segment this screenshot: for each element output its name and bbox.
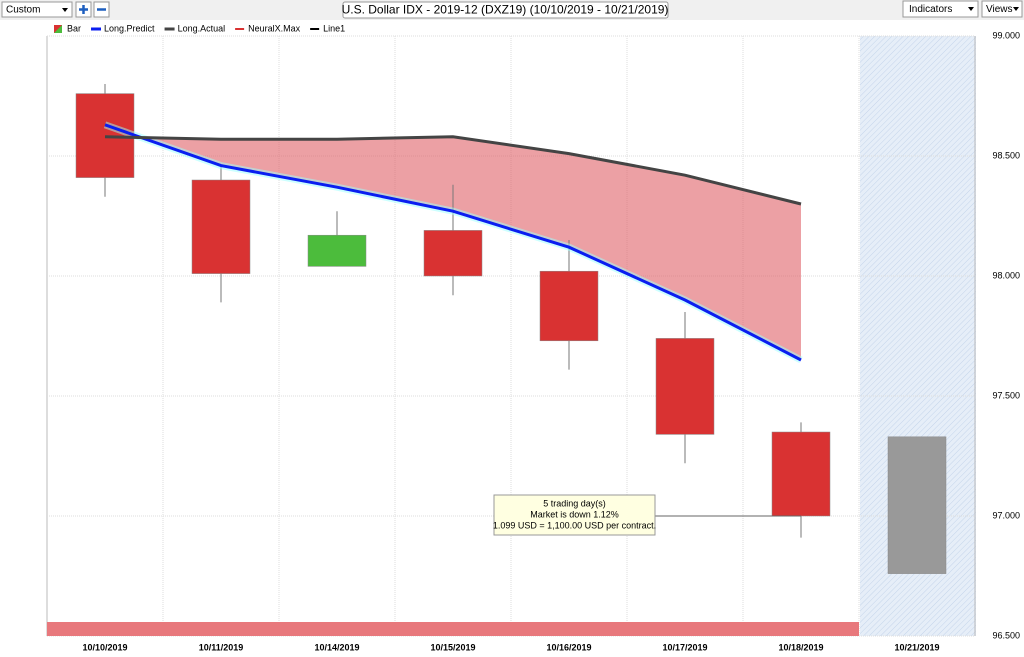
- y-tick-label: 97.500: [992, 390, 1020, 400]
- annotation-text: 5 trading day(s): [543, 498, 606, 508]
- legend-label: Bar: [67, 23, 81, 33]
- neuralx-strip: [47, 622, 859, 636]
- indicators-dropdown[interactable]: [902, 0, 979, 18]
- candle-body: [887, 436, 947, 574]
- dropdown-arrow: [1013, 7, 1019, 11]
- x-tick-label: 10/17/2019: [662, 642, 707, 652]
- title-box: [342, 1, 669, 19]
- views-label: Views: [986, 4, 1013, 15]
- candle-body: [307, 234, 367, 267]
- annotation-text: Market is down 1.12%: [530, 509, 619, 519]
- candle-body: [539, 270, 599, 342]
- x-tick-label: 10/10/2019: [82, 642, 127, 652]
- candle-body: [75, 93, 135, 178]
- candle-body: [423, 230, 483, 277]
- y-tick-label: 97.000: [992, 510, 1020, 520]
- line: [104, 135, 802, 206]
- candle-body: [191, 179, 251, 274]
- x-tick-label: 10/16/2019: [546, 642, 591, 652]
- legend-label: Long.Predict: [104, 23, 155, 33]
- x-tick-label: 10/14/2019: [314, 642, 359, 652]
- x-tick-label: 10/21/2019: [894, 642, 939, 652]
- x-tick-label: 10/15/2019: [430, 642, 475, 652]
- line: [104, 123, 802, 362]
- preset-dropdown[interactable]: [1, 1, 73, 18]
- x-tick-label: 10/11/2019: [199, 642, 244, 652]
- candle-body: [771, 431, 831, 517]
- chart-title: U.S. Dollar IDX - 2019-12 (DXZ19) (10/10…: [342, 3, 669, 17]
- plus-icon: [79, 5, 88, 14]
- x-tick-label: 10/18/2019: [778, 642, 823, 652]
- annotation-box: [493, 494, 656, 536]
- dropdown-arrow: [968, 7, 974, 11]
- legend-label: Long.Actual: [178, 23, 226, 33]
- y-tick-label: 96.500: [992, 630, 1020, 640]
- y-tick-label: 99.000: [992, 30, 1020, 40]
- views-dropdown[interactable]: [981, 0, 1023, 18]
- legend-swatch: [54, 25, 62, 33]
- annotation-text: 1.099 USD = 1,100.00 USD per contract.: [493, 520, 656, 530]
- legend-label: NeuralX.Max: [248, 23, 301, 33]
- legend-label: Line1: [323, 23, 345, 33]
- dropdown-arrow: [62, 8, 68, 12]
- y-tick-label: 98.000: [992, 270, 1020, 280]
- y-tick-label: 98.500: [992, 150, 1020, 160]
- indicators-label: Indicators: [909, 4, 952, 15]
- spread-fill: [105, 124, 801, 360]
- candle-body: [655, 338, 715, 435]
- preset-label: Custom: [6, 5, 40, 16]
